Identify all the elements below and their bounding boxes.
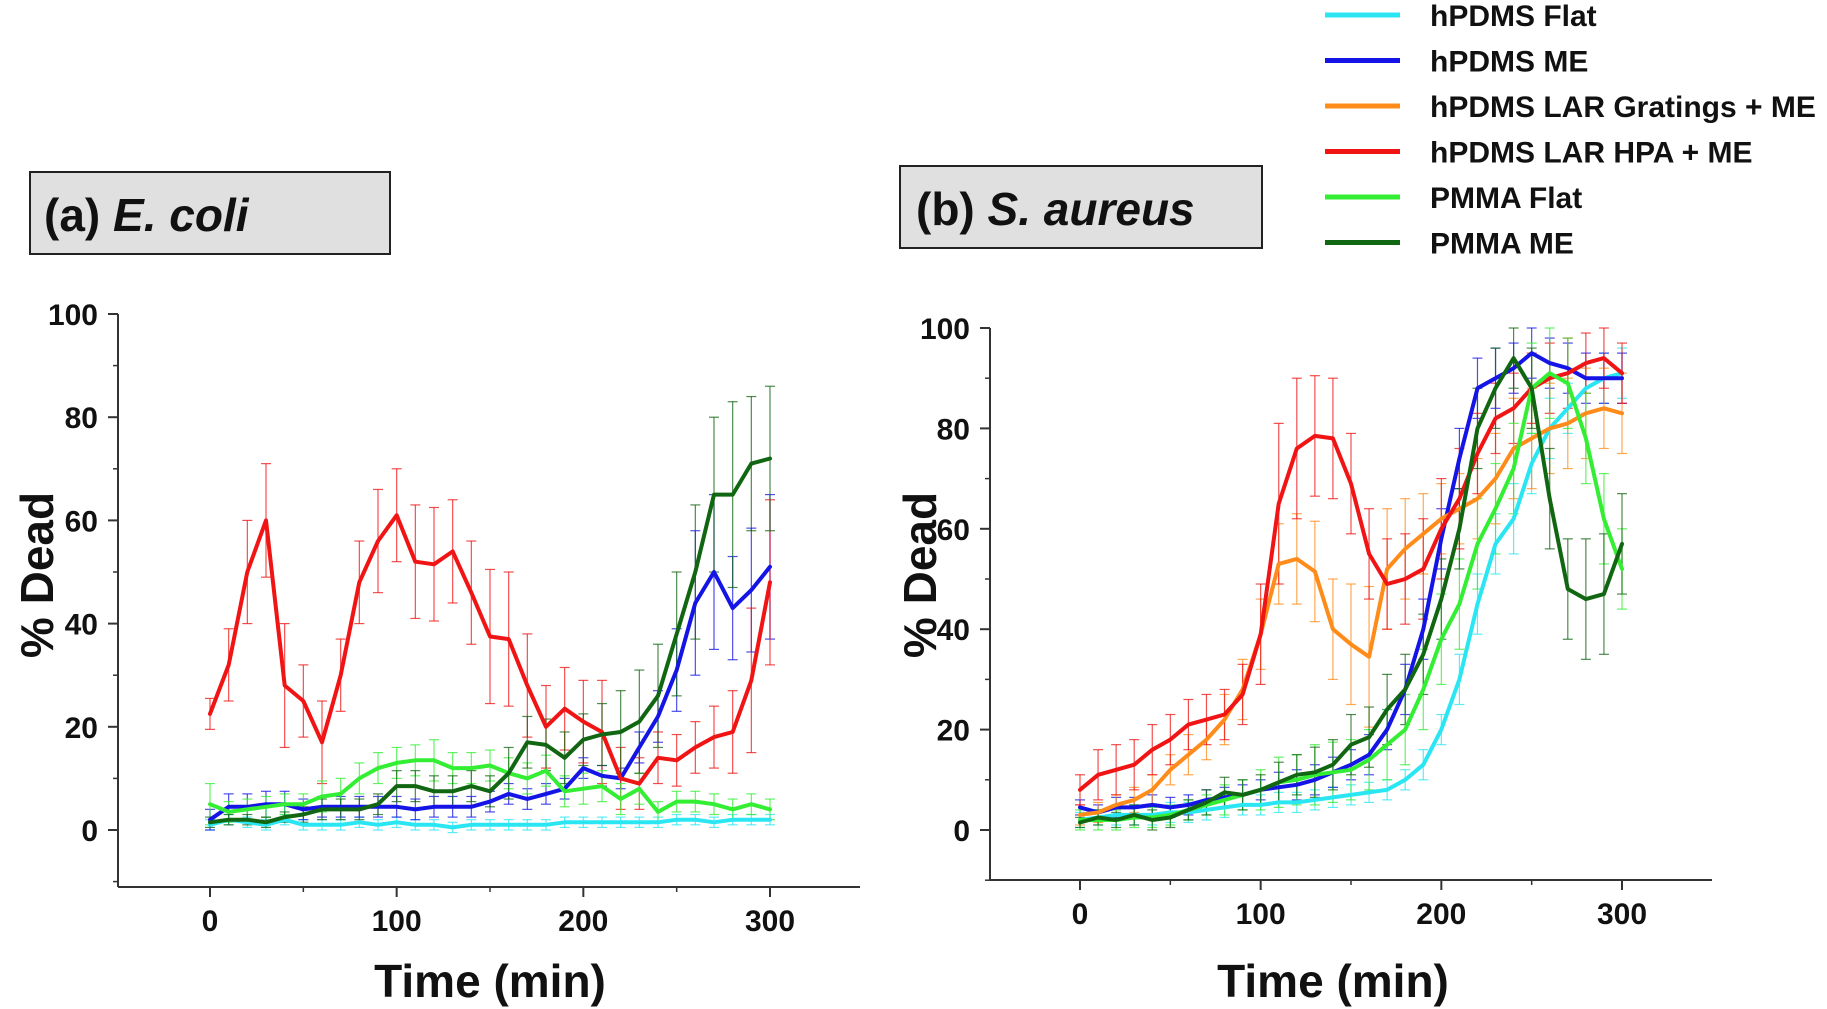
legend-item-hpdms-lar-hpa-me: hPDMS LAR HPA + ME — [1325, 137, 1753, 170]
y-axis-label: % Dead — [11, 492, 63, 658]
series-line-hpdms-me — [1078, 351, 1624, 815]
x-tick-label: 100 — [372, 905, 422, 938]
legend-item-pmma-me: PMMA ME — [1325, 228, 1574, 261]
y-tick-label: 0 — [81, 815, 98, 848]
series-line-hpdms-flat — [208, 817, 772, 830]
y-tick-label: 80 — [937, 413, 970, 446]
legend-label: hPDMS LAR Gratings + ME — [1430, 91, 1816, 124]
x-tick-label: 0 — [202, 905, 219, 938]
legend-item-pmma-flat: PMMA Flat — [1325, 182, 1582, 215]
legend-label: PMMA Flat — [1430, 182, 1582, 215]
y-tick-label: 20 — [937, 715, 970, 748]
x-tick-label: 300 — [745, 905, 795, 938]
panel-b-label: (b) S. aureus — [916, 183, 1195, 235]
x-axis-label: Time (min) — [1217, 955, 1449, 1007]
x-tick-label: 200 — [558, 905, 608, 938]
series-line-hpdms-flat — [1078, 371, 1624, 822]
y-tick-label: 100 — [48, 299, 98, 332]
x-tick-label: 300 — [1597, 898, 1647, 931]
panel-b-title-box: (b) S. aureus — [899, 165, 1263, 249]
panel-a-title-box: (a) E. coli — [29, 171, 391, 255]
series-line-pmma-me — [208, 456, 772, 825]
x-axis-label: Time (min) — [374, 955, 606, 1007]
panel-a-title: E. coli — [113, 189, 250, 241]
panel-a-label: (a) E. coli — [44, 189, 250, 241]
x-tick-label: 200 — [1416, 898, 1466, 931]
chart-panel-b: 0 20 40 60 80 100 0 100 200 300 Time (min) % Dead — [894, 313, 1712, 1007]
y-tick-label: 60 — [65, 505, 98, 538]
series-line-hpdms-lar-gratings-me — [1078, 406, 1624, 817]
y-axis-label: % Dead — [894, 492, 946, 658]
panel-b-title: S. aureus — [988, 183, 1195, 235]
legend-item-hpdms-lar-gratings-me: hPDMS LAR Gratings + ME — [1325, 91, 1816, 124]
legend-label: hPDMS Flat — [1430, 0, 1597, 33]
y-tick-label: 0 — [953, 815, 970, 848]
legend-label: hPDMS ME — [1430, 46, 1588, 79]
y-tick-label: 40 — [937, 614, 970, 647]
series-line-hpdms-me — [208, 564, 772, 822]
legend-item-hpdms-me: hPDMS ME — [1325, 46, 1588, 79]
y-tick-label: 80 — [65, 402, 98, 435]
series-line-pmma-flat — [208, 758, 772, 814]
x-tick-label: 100 — [1236, 898, 1286, 931]
legend-label: PMMA ME — [1430, 228, 1574, 261]
series-pmma-me-errorbars — [1075, 327, 1627, 831]
y-tick-label: 40 — [65, 609, 98, 642]
x-tick-label: 0 — [1072, 898, 1089, 931]
legend: hPDMS Flat hPDMS ME hPDMS LAR Gratings + M… — [1325, 0, 1816, 261]
y-tick-label: 20 — [65, 712, 98, 745]
y-tick-label: 100 — [920, 313, 970, 346]
chart-panel-a: 0 20 40 60 80 100 0 100 200 300 Time (min) % Dead — [11, 299, 860, 1007]
legend-label: hPDMS LAR HPA + ME — [1430, 137, 1753, 170]
series-line-hpdms-lar-hpa-me — [208, 513, 772, 786]
y-tick-label: 60 — [937, 514, 970, 547]
legend-item-hpdms-flat: hPDMS Flat — [1325, 0, 1597, 33]
series-line-pmma-me — [1078, 356, 1624, 825]
